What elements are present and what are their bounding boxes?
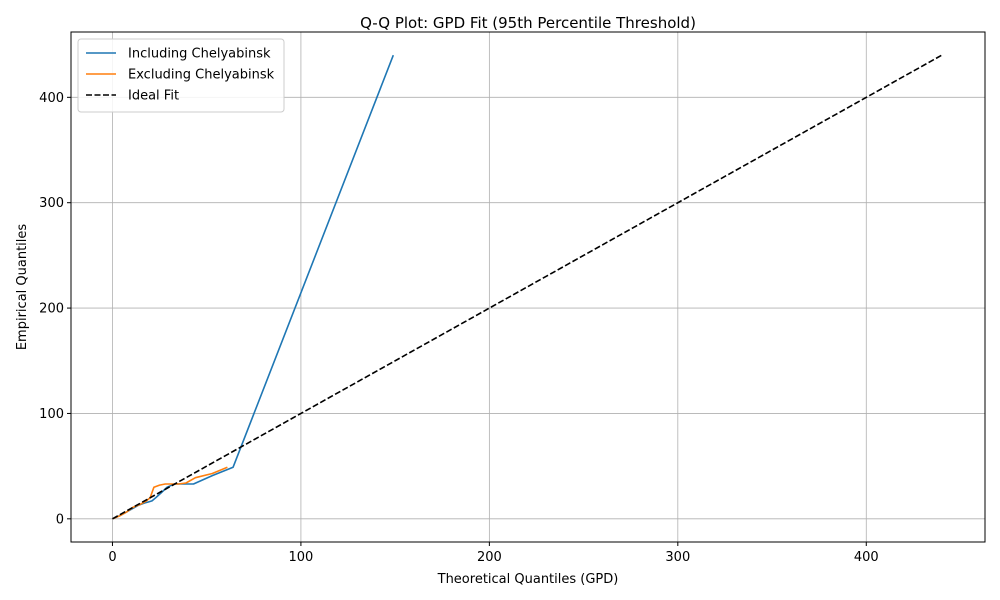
legend: Including Chelyabinsk Excluding Chelyabin… (77, 38, 285, 113)
legend-label-ideal-fit: Ideal Fit (128, 89, 179, 104)
y-tick-label: 0 (56, 512, 64, 527)
legend-label-including-chelyabinsk: Including Chelyabinsk (128, 47, 271, 62)
series-line-ideal-fit (112, 54, 943, 520)
grid-lines (71, 32, 985, 542)
x-tick-label: 200 (477, 550, 502, 565)
x-tick-label: 400 (854, 550, 879, 565)
y-tick-label: 400 (39, 91, 64, 106)
x-tick-label: 100 (288, 550, 313, 565)
x-tick-label: 300 (665, 550, 690, 565)
axis-ticks: 0 100 200 300 400 0 100 200 300 400 (39, 91, 879, 565)
legend-label-excluding-chelyabinsk: Excluding Chelyabinsk (128, 68, 275, 83)
y-axis-label: Empirical Quantiles (15, 224, 30, 351)
plot-frame (70, 31, 986, 543)
x-tick-label: 0 (108, 550, 116, 565)
series-line-including-chelyabinsk (112, 54, 395, 520)
y-tick-label: 100 (39, 407, 64, 422)
series-lines (112, 54, 943, 520)
x-axis-label: Theoretical Quantiles (GPD) (437, 572, 619, 587)
legend-box (77, 38, 285, 113)
chart-title: Q-Q Plot: GPD Fit (95th Percentile Thres… (360, 14, 696, 32)
y-tick-label: 200 (39, 302, 64, 317)
y-tick-label: 300 (39, 196, 64, 211)
